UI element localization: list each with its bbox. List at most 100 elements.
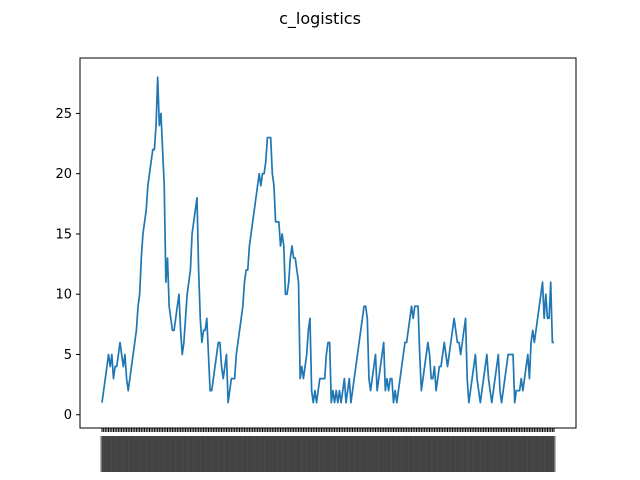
- plot-area: [101, 76, 554, 404]
- x-tick-label: [260, 436, 265, 472]
- x-tick-label: [246, 436, 250, 472]
- x-tick-label: [300, 436, 304, 472]
- x-tick-label: [219, 436, 224, 472]
- x-tick-label: [360, 436, 364, 472]
- x-tick-label: [241, 436, 245, 472]
- x-tick-label: [229, 436, 233, 472]
- x-tick-label: [277, 436, 281, 472]
- x-tick-label: [162, 436, 166, 472]
- x-tick-label: [193, 436, 197, 472]
- x-tick-label: [490, 436, 494, 472]
- x-tick-label: [537, 436, 541, 472]
- x-tick-label: [454, 436, 458, 472]
- x-tick-label: [123, 436, 127, 472]
- x-tick-label: [293, 436, 297, 472]
- x-tick-label: [350, 436, 355, 472]
- x-tick-label: [233, 436, 237, 472]
- x-tick-label: [170, 436, 175, 472]
- x-tick-label: [106, 436, 111, 472]
- x-tick-label: [200, 436, 204, 472]
- x-tick-label: [159, 436, 163, 472]
- x-tick-label: [183, 436, 188, 472]
- x-tick-label: [488, 436, 492, 472]
- x-tick-label: [368, 436, 373, 472]
- x-tick-label: [323, 436, 327, 472]
- x-tick-label: [316, 436, 320, 472]
- x-tick-label: [120, 436, 124, 472]
- x-tick-label: [142, 436, 147, 472]
- x-tick-label: [115, 436, 119, 472]
- y-tick-label: 0: [64, 408, 72, 423]
- x-tick-label: [504, 436, 509, 472]
- x-tick-label: [359, 436, 363, 472]
- x-tick-label: [244, 436, 248, 472]
- x-tick-label: [205, 436, 209, 472]
- x-tick-label: [496, 436, 500, 472]
- x-tick-label: [398, 436, 402, 472]
- x-tick-label: [290, 436, 294, 472]
- x-tick-label: [439, 436, 443, 472]
- x-tick-label: [273, 436, 278, 472]
- x-tick-label: [331, 436, 335, 472]
- x-tick-label: [413, 436, 417, 472]
- x-tick-label: [136, 436, 140, 472]
- x-tick-label: [544, 436, 548, 472]
- x-tick-label: [352, 436, 356, 472]
- x-tick-label: [313, 436, 317, 472]
- x-tick-label: [432, 436, 437, 472]
- x-tick-label: [215, 436, 219, 472]
- x-tick-label: [362, 436, 366, 472]
- x-tick-label: [197, 436, 201, 472]
- x-tick-label: [182, 436, 186, 472]
- x-tick-label: [401, 436, 405, 472]
- x-tick-label: [131, 436, 135, 472]
- x-tick-label: [550, 436, 554, 472]
- x-tick-label: [524, 436, 528, 472]
- x-tick-label: [254, 436, 258, 472]
- x-tick-label: [208, 436, 212, 472]
- x-tick-label: [288, 436, 292, 472]
- x-tick-label: [334, 436, 338, 472]
- x-tick-label: [144, 436, 148, 472]
- x-tick-label: [221, 436, 225, 472]
- x-tick-label: [395, 436, 399, 472]
- x-tick-label: [213, 436, 217, 472]
- x-tick-label: [198, 436, 202, 472]
- x-tick-label: [206, 436, 211, 472]
- x-tick-label: [514, 436, 518, 472]
- x-tick-label: [480, 436, 484, 472]
- x-tick-label: [508, 436, 512, 472]
- x-tick-label: [278, 436, 283, 472]
- x-tick-label: [269, 436, 273, 472]
- x-tick-label: [339, 436, 343, 472]
- x-tick-label: [346, 436, 350, 472]
- x-tick-label: [509, 436, 514, 472]
- x-tick-label: [516, 436, 520, 472]
- x-tick-label: [224, 436, 229, 472]
- x-tick-label: [416, 436, 420, 472]
- x-tick-label: [539, 436, 543, 472]
- y-axis: 0 5 10 15 20 25: [55, 107, 80, 423]
- x-tick-label: [344, 436, 348, 472]
- x-tick-label: [396, 436, 401, 472]
- x-tick-label: [429, 436, 433, 472]
- x-tick-label: [449, 436, 453, 472]
- x-tick-label: [370, 436, 374, 472]
- x-tick-label: [373, 436, 378, 472]
- x-tick-label: [287, 436, 291, 472]
- y-tick-label: 20: [55, 167, 72, 182]
- x-tick-label: [160, 436, 165, 472]
- x-tick-label: [105, 436, 109, 472]
- x-tick-label: [169, 436, 173, 472]
- x-tick-label: [303, 436, 307, 472]
- x-tick-label: [423, 436, 427, 472]
- x-tick-label: [216, 436, 220, 472]
- x-axis: [100, 428, 556, 472]
- x-tick-label: [426, 436, 430, 472]
- x-tick-label: [298, 436, 302, 472]
- x-tick-label: [151, 436, 155, 472]
- x-tick-label: [459, 436, 463, 472]
- x-tick-label: [134, 436, 138, 472]
- x-tick-label: [501, 436, 505, 472]
